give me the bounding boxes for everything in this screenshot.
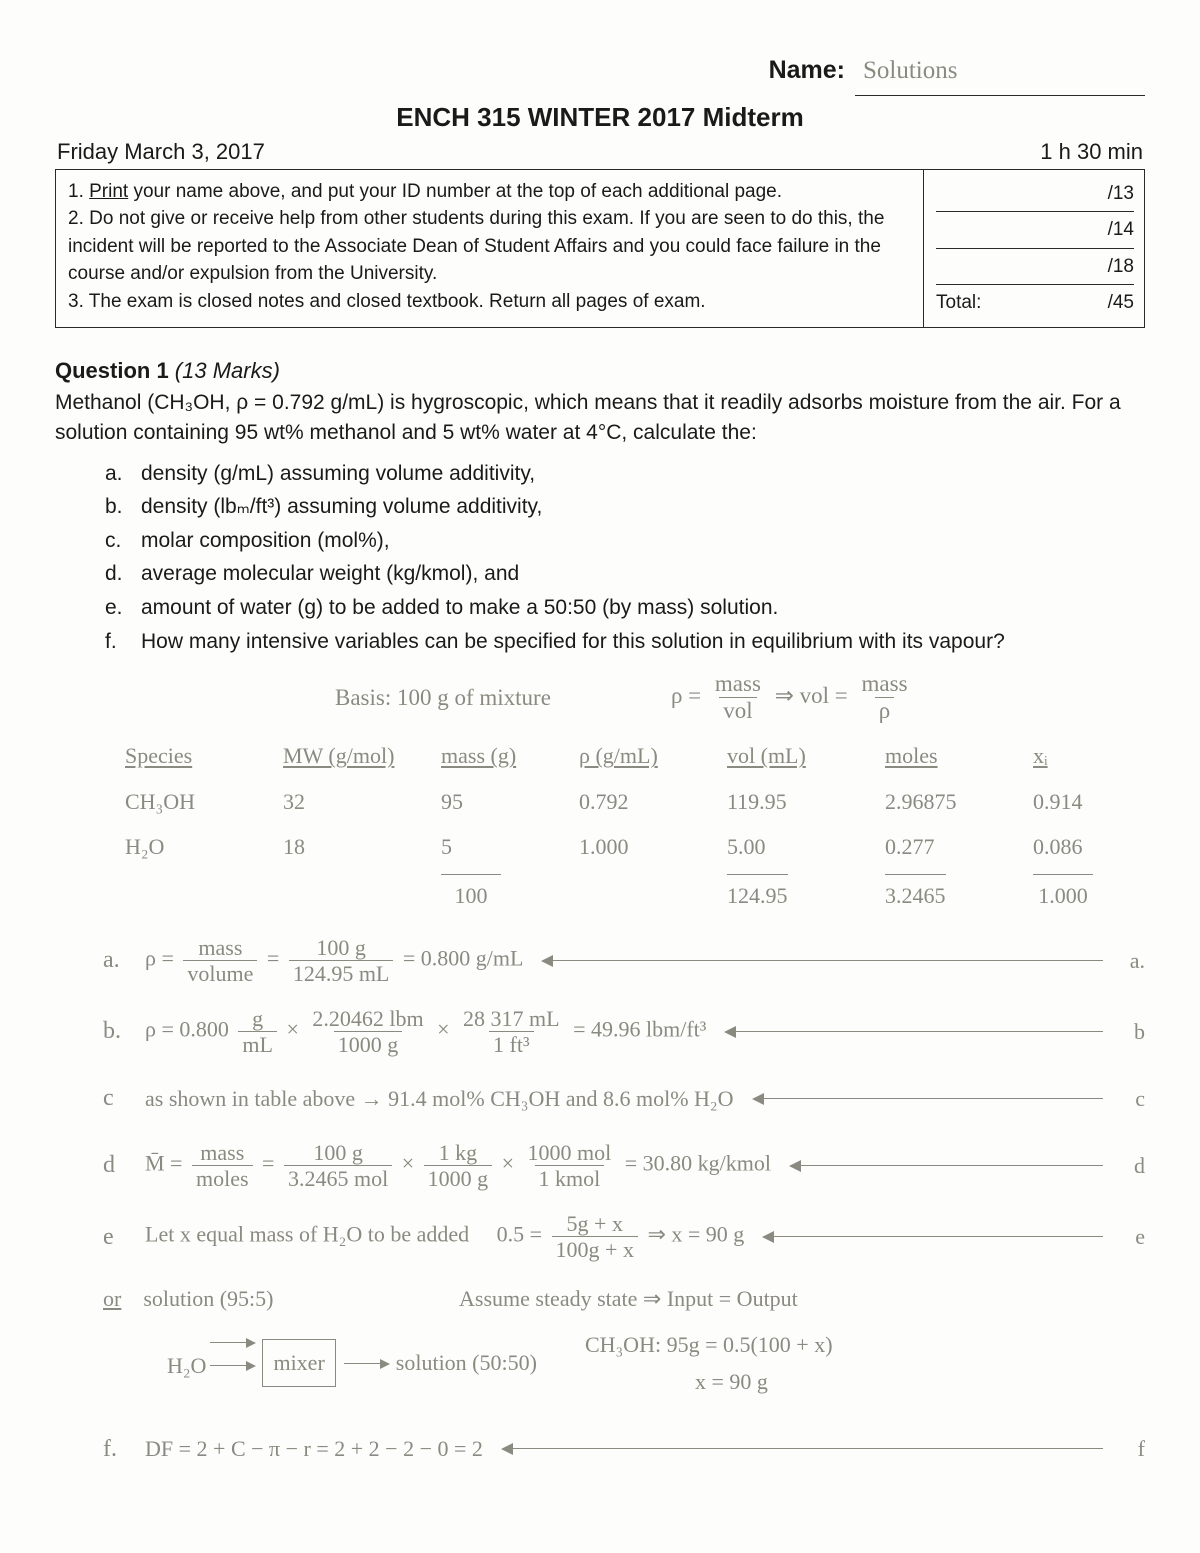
question-parts: a.density (g/mL) assuming volume additiv… bbox=[105, 457, 1145, 659]
score-1: /13 bbox=[1086, 180, 1134, 208]
sol-in: solution (95:5) bbox=[143, 1286, 273, 1311]
score-total-label: Total: bbox=[936, 289, 981, 317]
answer-a: a. ρ = massvolume = 100 g124.95 mL = 0.8… bbox=[103, 936, 1145, 985]
sum-vol: 124.95 bbox=[727, 874, 788, 914]
rules-box: 1. Print your name above, and put your I… bbox=[55, 169, 1145, 328]
rule-1b: your name above, and put your ID number … bbox=[128, 181, 782, 202]
th-moles: moles bbox=[885, 737, 1005, 774]
cell: 95 bbox=[441, 783, 551, 820]
basis: Basis: 100 g of mixture bbox=[335, 678, 551, 717]
sum-moles: 3.2465 bbox=[885, 874, 946, 914]
th-xi: xᵢ bbox=[1033, 737, 1133, 774]
score-2: /14 bbox=[1086, 216, 1134, 244]
exam-date: Friday March 3, 2017 bbox=[57, 139, 265, 165]
e-result: x = 90 g bbox=[695, 1363, 833, 1400]
handwritten-work: Basis: 100 g of mixture ρ = massvol ⇒ vo… bbox=[55, 672, 1145, 1469]
question-body: Methanol (CH₃OH, ρ = 0.792 g/mL) is hygr… bbox=[55, 388, 1145, 449]
mixer-diagram: H₂O mixer solution (50:50) CH₃OH: 95g = … bbox=[167, 1326, 833, 1401]
assume: Assume steady state ⇒ Input = Output bbox=[459, 1286, 798, 1311]
cell: 0.914 bbox=[1033, 783, 1133, 820]
rho-equation: ρ = massvol ⇒ vol = massρ bbox=[671, 672, 916, 723]
exam-duration: 1 h 30 min bbox=[1040, 139, 1143, 165]
question-marks: (13 Marks) bbox=[169, 358, 280, 383]
cell: H₂O bbox=[125, 828, 255, 865]
th-species: Species bbox=[125, 737, 255, 774]
or-label: or bbox=[103, 1286, 121, 1311]
score-total: /45 bbox=[1086, 289, 1134, 317]
sol-out: solution (50:50) bbox=[396, 1344, 537, 1381]
cell: CH₃OH bbox=[125, 783, 255, 820]
th-rho: ρ (g/mL) bbox=[579, 737, 699, 774]
score-box: /13 /14 /18 Total: /45 bbox=[924, 170, 1144, 327]
exam-title: ENCH 315 WINTER 2017 Midterm bbox=[55, 102, 1145, 133]
th-mw: MW (g/mol) bbox=[283, 737, 413, 774]
rules-text: 1. Print your name above, and put your I… bbox=[56, 170, 924, 327]
cell: 2.96875 bbox=[885, 783, 1005, 820]
th-vol: vol (mL) bbox=[727, 737, 857, 774]
rule-3: 3. The exam is closed notes and closed t… bbox=[68, 288, 911, 316]
answer-e: e Let x equal mass of H₂O to be added 0.… bbox=[103, 1212, 1145, 1261]
score-3: /18 bbox=[1086, 253, 1134, 281]
subheader: Friday March 3, 2017 1 h 30 min bbox=[55, 139, 1145, 169]
answer-b: b. ρ = 0.800 gmL × 2.20462 lbm1000 g × 2… bbox=[103, 1007, 1145, 1056]
answer-e-alt: or solution (95:5) Assume steady state ⇒… bbox=[103, 1280, 1145, 1401]
cell: 5 bbox=[441, 828, 551, 865]
question-head: Question 1 (13 Marks) bbox=[55, 358, 1145, 384]
cell: 18 bbox=[283, 828, 413, 865]
answer-f: f. DF = 2 + C − π − r = 2 + 2 − 2 − 0 = … bbox=[103, 1429, 1145, 1470]
th-mass: mass (g) bbox=[441, 737, 551, 774]
part-c: molar composition (mol%), bbox=[141, 524, 390, 558]
part-b: density (lbₘ/ft³) assuming volume additi… bbox=[141, 490, 542, 524]
part-e: amount of water (g) to be added to make … bbox=[141, 591, 778, 625]
cell: 0.277 bbox=[885, 828, 1005, 865]
name-value: Solutions bbox=[855, 50, 1145, 96]
cell: 5.00 bbox=[727, 828, 857, 865]
part-d: average molecular weight (kg/kmol), and bbox=[141, 557, 519, 591]
question-number: Question 1 bbox=[55, 358, 169, 383]
cell: 32 bbox=[283, 783, 413, 820]
mixer-box: mixer bbox=[262, 1339, 335, 1386]
name-row: Name: Solutions bbox=[55, 50, 1145, 96]
rule-1-print: Print bbox=[89, 181, 128, 202]
cell: 0.792 bbox=[579, 783, 699, 820]
sum-mass: 100 bbox=[441, 874, 501, 914]
name-label: Name: bbox=[769, 56, 845, 85]
rule-2: 2. Do not give or receive help from othe… bbox=[68, 205, 911, 288]
cell: 119.95 bbox=[727, 783, 857, 820]
answer-c: c as shown in table above → 91.4 mol% CH… bbox=[103, 1078, 1145, 1119]
balance: CH₃OH: 95g = 0.5(100 + x) bbox=[585, 1326, 833, 1363]
sum-xi: 1.000 bbox=[1033, 874, 1093, 914]
work-table: Species MW (g/mol) mass (g) ρ (g/mL) vol… bbox=[125, 737, 1145, 914]
answer-d: d M̄ = massmoles = 100 g3.2465 mol × 1 k… bbox=[103, 1141, 1145, 1190]
rule-1a: 1. bbox=[68, 181, 89, 202]
part-a: density (g/mL) assuming volume additivit… bbox=[141, 457, 535, 491]
cell: 0.086 bbox=[1033, 828, 1133, 865]
cell: 1.000 bbox=[579, 828, 699, 865]
part-f: How many intensive variables can be spec… bbox=[141, 625, 1005, 659]
